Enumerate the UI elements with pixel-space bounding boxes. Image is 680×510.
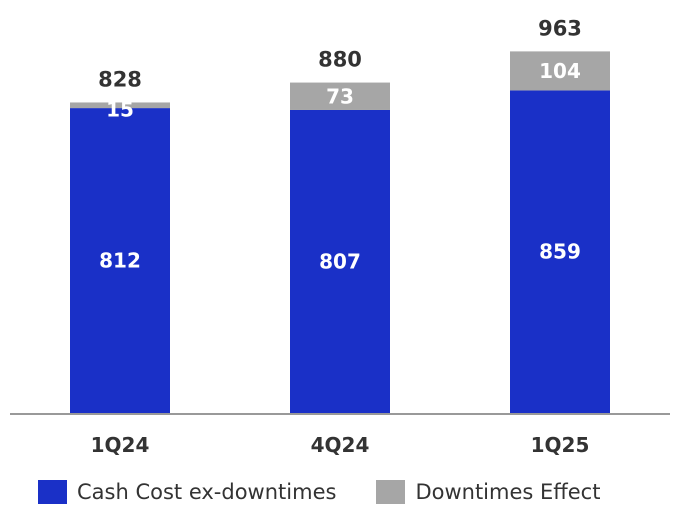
bar-downtimes-effect-1q25 [510,51,610,91]
stacked-bar-chart: 812 15 828 1Q24 807 73 880 4Q24 859 104 963 1Q25 [10,16,670,457]
total-label-1q24: 828 [98,67,142,91]
data-label-downtimes-effect-4q24: 73 [326,84,354,108]
data-label-downtimes-effect-1q25: 104 [539,59,581,83]
legend-item-cash-cost: Cash Cost ex-downtimes [38,480,336,504]
legend-label-cash-cost: Cash Cost ex-downtimes [77,480,337,504]
x-tick-label-1q24: 1Q24 [91,433,150,457]
legend-label-downtimes: Downtimes Effect [415,480,601,504]
x-tick-label-1q25: 1Q25 [531,433,590,457]
legend-swatch-downtimes [376,480,406,504]
data-label-downtimes-effect-1q24: 15 [106,97,134,121]
bar-cash-cost-ex-downtimes-1q25 [510,90,610,414]
data-label-cash-cost-ex-downtimes-1q24: 812 [99,249,141,273]
x-tick-label-4q24: 4Q24 [311,433,370,457]
legend-swatch-cash-cost [38,480,67,504]
total-label-4q24: 880 [318,48,362,72]
bar-downtimes-effect-1q24 [70,102,170,109]
legend: Cash Cost ex-downtimes Downtimes Effect [38,480,640,504]
bar-downtimes-effect-4q24 [290,82,390,110]
bar-cash-cost-ex-downtimes-1q24 [70,108,170,414]
data-label-cash-cost-ex-downtimes-1q25: 859 [539,240,581,264]
data-label-cash-cost-ex-downtimes-4q24: 807 [319,249,361,273]
bar-cash-cost-ex-downtimes-4q24 [290,109,390,413]
total-label-1q25: 963 [538,16,582,40]
legend-item-downtimes: Downtimes Effect [376,480,600,504]
